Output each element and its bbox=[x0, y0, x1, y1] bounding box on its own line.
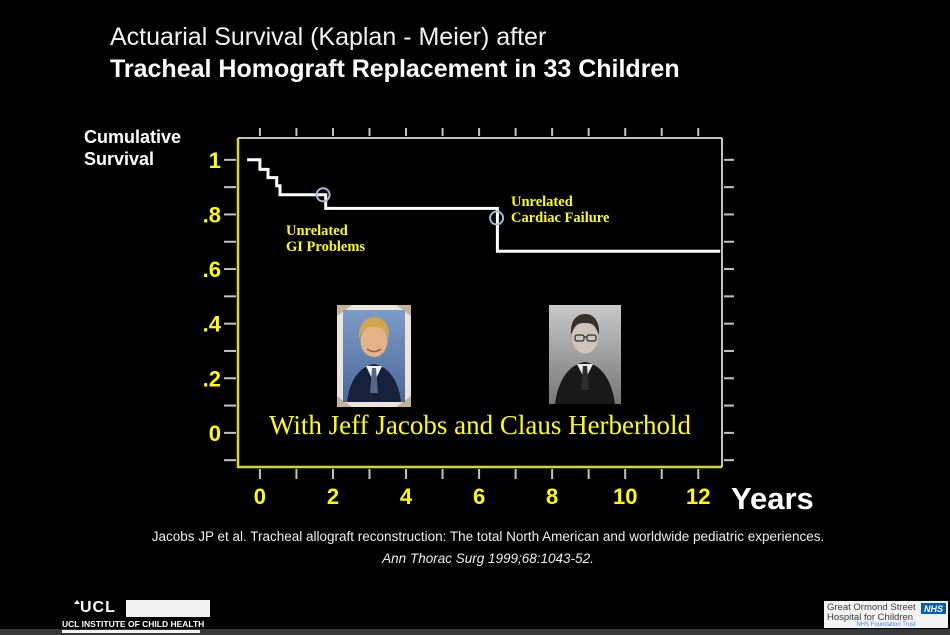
y-tick-label: .8 bbox=[203, 202, 221, 227]
censor-marker bbox=[489, 210, 505, 226]
annotation-gi-problems: Unrelated GI Problems bbox=[286, 223, 365, 255]
bottom-window-edge bbox=[0, 629, 950, 635]
x-tick-label: 2 bbox=[327, 484, 339, 509]
annotation-gi-line-2: GI Problems bbox=[286, 239, 366, 255]
annotation-cardiac-line-2: Cardiac Failure bbox=[511, 210, 610, 226]
gosh-logo: Great Ormond Street Hospital for Childre… bbox=[824, 601, 948, 628]
y-tick-label: 1 bbox=[209, 148, 221, 173]
ucl-banner-block bbox=[126, 600, 210, 617]
photo-claus-herberhold bbox=[549, 305, 621, 409]
x-axis-unit-label: Years bbox=[731, 481, 814, 516]
nhs-logo-text: NHS bbox=[923, 603, 943, 614]
ucl-institute-label: UCL INSTITUTE OF CHILD HEALTH bbox=[62, 619, 205, 629]
x-tick-label: 0 bbox=[254, 484, 266, 509]
y-tick-label: .4 bbox=[203, 312, 222, 337]
y-axis-title-line-2: Survival bbox=[84, 149, 155, 169]
x-tick-label: 6 bbox=[473, 484, 485, 509]
annotation-cardiac-failure: Unrelated Cardiac Failure bbox=[511, 194, 609, 226]
photo-jeff-jacobs bbox=[337, 305, 411, 412]
survival-curve bbox=[247, 158, 721, 253]
citation-line-1: Jacobs JP et al. Tracheal allograft reco… bbox=[151, 529, 825, 544]
gosh-name-line-1: Great Ormond Street bbox=[827, 602, 916, 613]
annotation-gi-line-1: Unrelated bbox=[286, 223, 348, 239]
y-tick-label: .6 bbox=[203, 257, 221, 282]
ucl-underline bbox=[62, 630, 200, 633]
censor-marker bbox=[315, 187, 331, 203]
y-axis-title: Cumulative Survival bbox=[84, 126, 181, 170]
x-tick-label: 4 bbox=[400, 484, 413, 509]
title-line-2: Tracheal Homograft Replacement in 33 Chi… bbox=[110, 55, 680, 83]
x-tick-label: 12 bbox=[686, 484, 710, 509]
ucl-portico-icon bbox=[74, 600, 80, 604]
slide-title: Actuarial Survival (Kaplan - Meier) afte… bbox=[110, 21, 680, 85]
gosh-trust-label: NHS Foundation Trust bbox=[856, 622, 916, 628]
ucl-acronym: UCL bbox=[80, 599, 116, 616]
annotation-cardiac-line-1: Unrelated bbox=[511, 194, 573, 210]
x-tick-label: 8 bbox=[546, 484, 558, 509]
nhs-logo: NHS bbox=[921, 603, 946, 614]
gosh-name-line-2: Hospital for Children bbox=[827, 612, 914, 623]
title-line-1: Actuarial Survival (Kaplan - Meier) afte… bbox=[110, 23, 547, 51]
y-tick-label: 0 bbox=[209, 421, 221, 446]
x-tick-label: 10 bbox=[613, 484, 637, 509]
ucl-logo: UCL UCL INSTITUTE OF CHILD HEALTH bbox=[62, 599, 210, 633]
y-tick-label: .2 bbox=[203, 366, 221, 391]
y-axis-title-line-1: Cumulative bbox=[84, 127, 182, 147]
caption-text: With Jeff Jacobs and Claus Herberhold bbox=[268, 410, 692, 440]
citation-line-2: Ann Thorac Surg 1999;68:1043-52. bbox=[382, 551, 594, 566]
